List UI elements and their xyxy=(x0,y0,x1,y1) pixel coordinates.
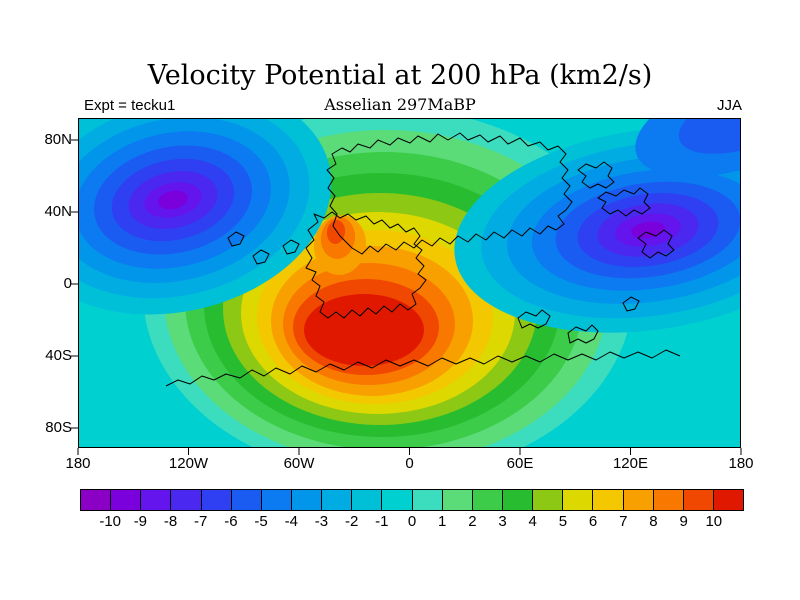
colorbar-tick-label: 1 xyxy=(438,513,447,530)
colorbar-cell xyxy=(352,490,383,510)
colorbar-tick-label: 8 xyxy=(649,513,658,530)
colorbar-cell xyxy=(171,490,202,510)
contour-field xyxy=(78,118,741,448)
colorbar-tick-label: -9 xyxy=(133,513,148,530)
plot-title: Velocity Potential at 200 hPa (km2/s) xyxy=(147,60,653,91)
colorbar-cell xyxy=(472,490,503,510)
coastline xyxy=(326,132,573,255)
x-axis-label: 120W xyxy=(168,455,209,472)
colorbar-tick-label: 0 xyxy=(407,513,417,530)
coastline xyxy=(567,324,599,344)
colorbar-tick-label: -2 xyxy=(344,513,359,530)
colorbar-cell xyxy=(111,490,142,510)
colorbar-cell xyxy=(533,490,564,510)
colorbar-tick-label: 5 xyxy=(558,513,568,530)
x-axis-labels: 180 120W 60W 0 60E 120E 180 xyxy=(65,455,753,475)
y-axis-label: 40S xyxy=(45,347,72,364)
colorbar-cell xyxy=(81,490,112,510)
colorbar-tick-label: -8 xyxy=(163,513,178,530)
colorbar-cell xyxy=(412,490,443,510)
colorbar-labels: -10 -9 -8 -7 -6 -5 -4 -3 -2 -1 0 1 2 3 4 5 6 7 8 9 10 xyxy=(80,513,744,531)
colorbar-tick-label: -6 xyxy=(224,513,238,530)
colorbar-tick-label: 10 xyxy=(705,513,723,530)
coastline xyxy=(165,349,681,387)
coastline xyxy=(637,229,675,259)
colorbar-cell xyxy=(502,490,534,510)
colorbar-tick-label: -4 xyxy=(284,513,298,530)
colorbar-tick-label: 9 xyxy=(679,513,688,530)
coastline xyxy=(305,211,427,319)
coastline xyxy=(227,231,245,247)
colorbar-cell xyxy=(322,490,353,510)
experiment-label: Expt = tecku1 xyxy=(84,97,176,114)
colorbar-tick-label: -5 xyxy=(254,513,268,530)
season-label: JJA xyxy=(716,97,742,114)
colorbar-cell xyxy=(593,490,624,510)
x-axis-label: 60W xyxy=(283,455,315,472)
colorbar-cell xyxy=(141,490,172,510)
colorbar xyxy=(80,489,744,511)
colorbar-cell xyxy=(653,490,684,510)
colorbar-tick-label: -1 xyxy=(375,513,389,530)
coastline xyxy=(622,296,640,312)
colorbar-tick-label: 4 xyxy=(528,513,537,530)
colorbar-tick-label: -3 xyxy=(314,513,329,530)
colorbar-cell xyxy=(623,490,654,510)
colorbar-cell xyxy=(563,490,594,510)
colorbar-cell xyxy=(291,490,323,510)
colorbar-cell xyxy=(442,490,473,510)
colorbar-tick-label: 7 xyxy=(619,513,628,530)
coastline xyxy=(577,161,615,189)
colorbar-tick-label: -7 xyxy=(194,513,208,530)
map-frame xyxy=(78,118,741,448)
y-axis-label: 0 xyxy=(63,275,72,292)
x-axis-label: 0 xyxy=(405,455,414,472)
colorbar-cell xyxy=(261,490,292,510)
map-area xyxy=(71,118,742,455)
colorbar-tick-label: -10 xyxy=(99,513,122,530)
colorbar-tick-label: 6 xyxy=(588,513,598,530)
y-axis-label: 40N xyxy=(44,203,72,220)
coastline xyxy=(252,249,270,265)
colorbar-cell xyxy=(713,490,744,510)
colorbar-cell xyxy=(201,490,232,510)
x-axis-label: 120E xyxy=(612,455,649,472)
y-axis-labels: 80N 40N 0 40S 80S xyxy=(26,118,72,448)
y-axis-label: 80S xyxy=(45,419,72,436)
colorbar-cell xyxy=(382,490,413,510)
x-axis-label: 180 xyxy=(65,455,91,472)
subtitle-label: Asselian 297MaBP xyxy=(324,95,476,114)
colorbar-cell xyxy=(683,490,714,510)
coastline xyxy=(597,187,651,217)
y-axis-label: 80N xyxy=(44,131,72,148)
velocity-potential-contour-map xyxy=(71,118,742,455)
x-axis-label: 180 xyxy=(728,455,754,472)
colorbar-tick-label: 2 xyxy=(468,513,477,530)
x-axis-label: 60E xyxy=(506,455,534,472)
coastline xyxy=(282,239,300,255)
colorbar-tick-label: 3 xyxy=(498,513,507,530)
coastline xyxy=(517,309,551,329)
colorbar-cell xyxy=(231,490,262,510)
